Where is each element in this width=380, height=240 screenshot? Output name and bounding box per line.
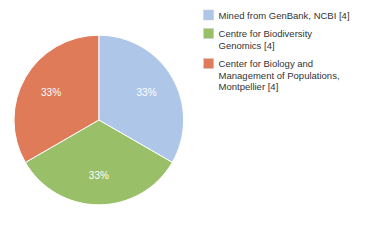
legend-item: Mined from GenBank, NCBI [4] — [204, 10, 350, 21]
legend-label-line: Genomics [4] — [219, 40, 275, 51]
legend-swatch — [204, 59, 214, 69]
legend-label: Center for Biology andManagement of Popu… — [219, 58, 340, 92]
legend-swatch — [204, 29, 214, 39]
legend-label: Mined from GenBank, NCBI [4] — [219, 10, 350, 21]
legend-item: Center for Biology andManagement of Popu… — [204, 58, 340, 92]
legend-label-line: Mined from GenBank, NCBI [4] — [219, 10, 350, 21]
legend-label-line: Center for Biology and — [219, 58, 314, 69]
chart: 33% 33% 33% Mined from GenBank, NCBI [4] Cen… — [0, 0, 380, 240]
legend: Mined from GenBank, NCBI [4] Centre for B… — [204, 10, 350, 93]
data-label: 33% — [137, 87, 157, 98]
data-label: 33% — [41, 87, 61, 98]
legend-label-line: Montpellier [4] — [219, 81, 279, 92]
data-label: 33% — [89, 170, 109, 181]
legend-item: Centre for BiodiversityGenomics [4] — [204, 28, 313, 51]
legend-swatch — [204, 10, 214, 20]
pie — [14, 35, 184, 205]
legend-label: Centre for BiodiversityGenomics [4] — [219, 28, 313, 51]
legend-label-line: Management of Populations, — [219, 70, 340, 81]
pie-slice — [14, 35, 99, 162]
data-labels: 33% 33% 33% — [41, 87, 157, 181]
legend-label-line: Centre for Biodiversity — [219, 28, 313, 39]
